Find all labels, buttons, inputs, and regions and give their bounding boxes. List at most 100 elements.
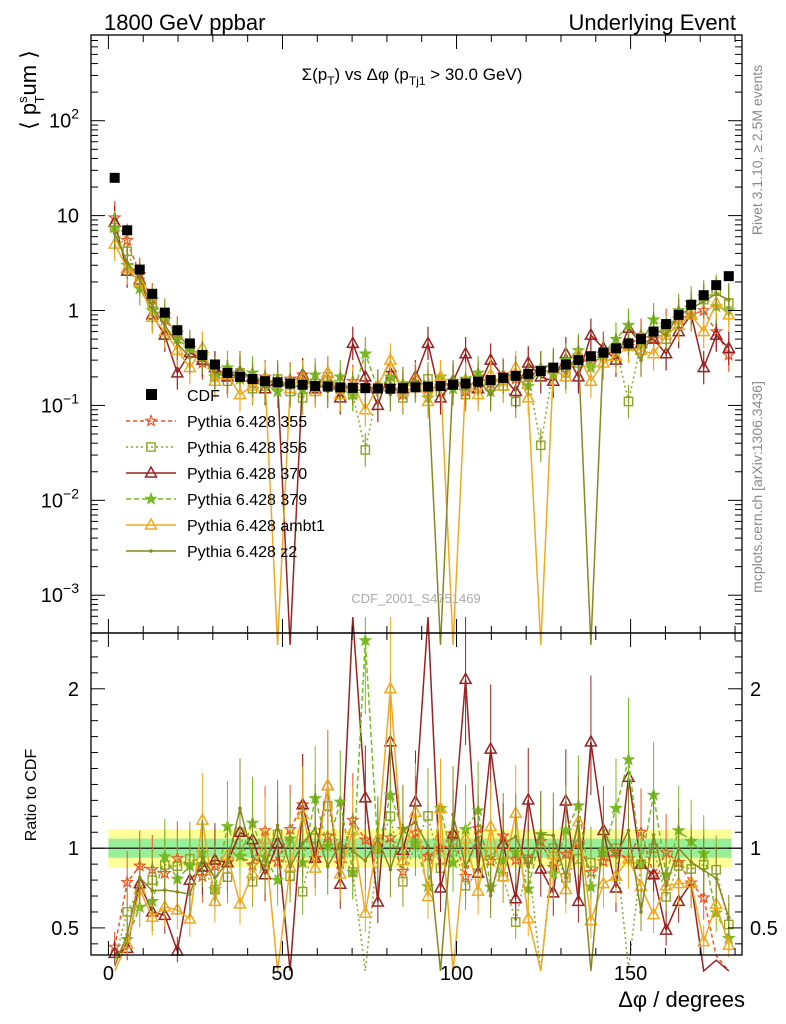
data-point [659,922,673,935]
cdf-data-point [473,376,484,387]
legend-marker [146,389,157,400]
data-point [576,351,581,356]
data-point [137,875,142,880]
x-tick-label: 50 [271,963,293,985]
cdf-data-point [711,280,722,291]
cdf-data-point [661,319,672,330]
cdf-data-point [322,381,333,392]
data-point [144,491,158,505]
data-point [664,884,668,888]
legend-entry: Pythia 6.428 356 [126,440,307,457]
data-point [213,371,217,375]
cdf-data-point [360,383,371,394]
cdf-data-point [598,347,609,358]
data-point [157,849,172,863]
data-point [458,671,473,685]
x-tick-label: 0 [103,963,114,985]
data-point [646,346,661,359]
legend-label: Pythia 6.428 355 [187,414,307,431]
data-point [150,888,155,893]
legend-label: Pythia 6.428 z2 [187,544,297,561]
y-tick-label: 10−2 [41,485,79,512]
ratio-line [114,640,730,961]
data-point [250,854,255,859]
watermark: CDF_2001_S4751469 [351,591,480,606]
cdf-data-point [109,172,120,183]
cdf-data-point [623,338,634,349]
data-point [144,465,158,478]
data-point [421,393,435,407]
data-point [701,868,706,872]
legend-entry: Pythia 6.428 z2 [126,544,297,561]
data-point [233,848,247,863]
y-tick-label: 10 [57,206,79,228]
data-point [175,890,180,894]
data-point [144,517,158,530]
cdf-data-point [410,382,421,393]
data-point [413,379,418,383]
data-point [358,402,373,415]
data-point [551,833,556,838]
data-point [426,844,430,848]
legend-entry: Pythia 6.428 355 [126,413,307,431]
cdf-data-point [610,343,621,354]
data-point [313,826,317,831]
data-point [163,888,167,892]
data-point [696,324,711,337]
data-point [521,792,536,805]
legend-label: Pythia 6.428 379 [187,492,307,509]
data-point [358,346,373,360]
data-point [144,413,158,427]
y-tick-label: 10−1 [41,390,79,417]
plot-title: Σ(pT) vs Δφ (pTj1 > 30.0 GeV) [302,65,523,88]
data-point [639,358,643,362]
y-tick-label: 102 [49,106,79,133]
data-point [208,893,222,907]
ratio-line [114,617,730,973]
data-point [401,827,405,832]
cdf-data-point [172,325,183,336]
cdf-data-point [510,370,521,381]
data-point [421,335,435,349]
data-point [584,327,598,340]
data-point [358,633,373,647]
data-point [238,365,242,370]
cdf-data-point [648,326,659,337]
cdf-data-point [222,367,233,378]
data-point [608,800,623,815]
data-point [626,828,631,833]
cdf-data-point [147,288,158,299]
data-point [564,875,568,880]
legend-label: Pythia 6.428 356 [187,440,307,457]
data-point [175,341,180,346]
data-point [308,860,322,873]
cdf-data-point [234,371,245,382]
data-point [363,858,368,863]
legend-entry: Pythia 6.428 370 [126,465,307,483]
data-point [508,891,523,904]
data-point [338,841,343,845]
data-point [714,292,719,296]
cdf-data-point [285,378,296,389]
data-point [358,905,373,918]
data-point [538,832,543,837]
data-point [120,875,135,889]
cdf-data-point [184,338,195,349]
data-point [483,741,498,754]
cdf-data-point [385,383,396,394]
data-point [571,369,586,382]
data-point [320,778,335,791]
data-point [726,297,731,302]
data-point [376,836,380,841]
data-point [233,387,247,400]
data-point [433,390,448,403]
cdf-data-point [272,377,283,388]
data-point [584,734,598,747]
data-point [496,869,510,882]
x-axis-label: Δφ / degrees [618,987,745,1012]
data-point [238,806,242,811]
data-point [188,355,192,360]
rivet-label: Rivet 3.1.10, ≥ 2.5M events [749,65,765,235]
data-point [107,945,122,959]
data-point [722,307,736,320]
